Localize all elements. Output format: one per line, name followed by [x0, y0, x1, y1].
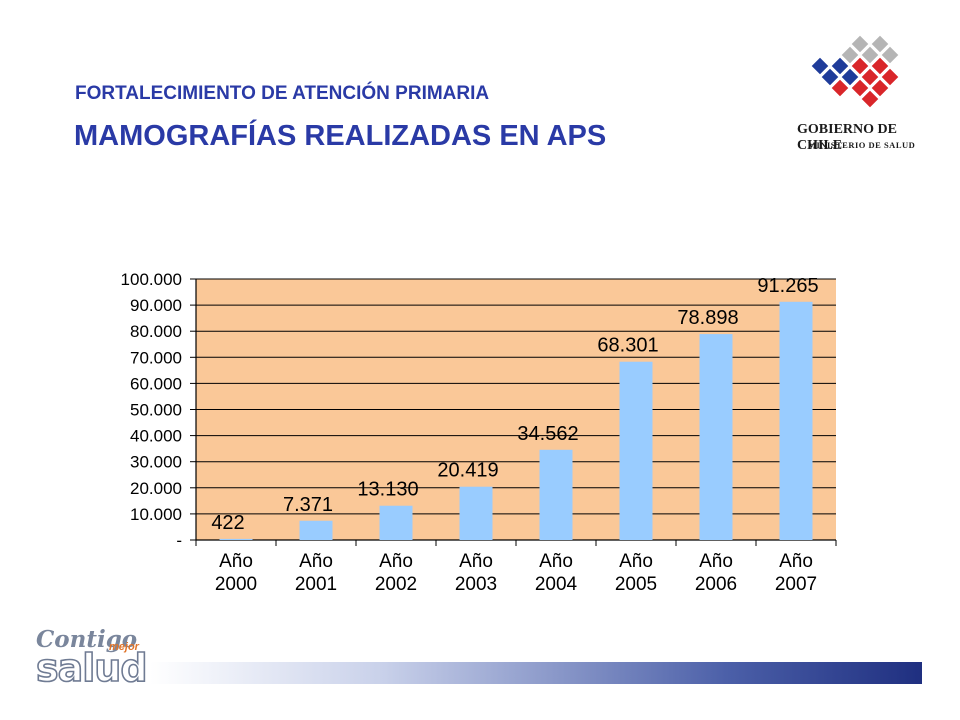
- y-tick-label: 60.000: [130, 374, 182, 393]
- x-tick-label: 2002: [375, 574, 417, 595]
- x-tick-label: Año: [619, 551, 653, 572]
- y-tick-label: 40.000: [130, 427, 182, 446]
- y-tick-label: 100.000: [121, 270, 182, 289]
- data-label: 34.562: [517, 423, 578, 445]
- slide-subtitle: FORTALECIMIENTO DE ATENCIÓN PRIMARIA: [75, 83, 490, 104]
- x-tick-label: 2000: [215, 574, 257, 595]
- y-tick-label: 50.000: [130, 401, 182, 420]
- x-tick-label: Año: [219, 551, 253, 572]
- data-label: 422: [211, 512, 244, 534]
- x-tick-label: 2005: [615, 574, 657, 595]
- bar-2003: [459, 486, 493, 540]
- bar-2000: [219, 538, 253, 540]
- data-label: 7.371: [283, 494, 333, 516]
- bar-2006: [699, 334, 733, 540]
- x-tick-label: 2003: [455, 574, 497, 595]
- gov-logo-line1: GOBIERNO DE CHILE: [797, 122, 897, 153]
- bar-2001: [299, 520, 333, 540]
- data-label: 91.265: [757, 275, 818, 297]
- footer-logo-word-salud: salud: [35, 645, 148, 691]
- x-tick-label: 2004: [535, 574, 578, 595]
- data-label: 78.898: [677, 307, 738, 329]
- bar-2007: [779, 301, 813, 540]
- x-tick-label: Año: [539, 551, 573, 572]
- data-label: 20.419: [437, 460, 498, 482]
- x-tick-label: Año: [699, 551, 733, 572]
- y-tick-label: 20.000: [130, 479, 182, 498]
- x-tick-label: Año: [379, 551, 413, 572]
- data-label: 68.301: [597, 335, 658, 357]
- x-tick-label: Año: [779, 551, 813, 572]
- y-tick-label: 90.000: [130, 296, 182, 315]
- gov-logo-line2: MINISTERIO DE SALUD: [808, 140, 916, 150]
- bar-2004: [539, 449, 573, 540]
- footer-gradient-bar: [150, 662, 922, 684]
- x-tick-label: 2001: [295, 574, 337, 595]
- government-logo-icon: [810, 34, 900, 109]
- y-tick-label: 10.000: [130, 505, 182, 524]
- footer-logo-word-contigo: Contigo: [36, 626, 138, 653]
- slide-title: MAMOGRAFÍAS REALIZADAS EN APS: [74, 120, 607, 152]
- bar-2002: [379, 505, 413, 540]
- data-label: 13.130: [357, 479, 418, 501]
- y-tick-label: 30.000: [130, 453, 182, 472]
- y-tick-label: -: [176, 531, 182, 550]
- x-tick-label: 2006: [695, 574, 737, 595]
- x-tick-label: Año: [299, 551, 333, 572]
- bar-2005: [619, 361, 653, 540]
- y-tick-label: 80.000: [130, 322, 182, 341]
- footer-logo-word-mejor: mejor: [109, 641, 139, 653]
- x-tick-label: Año: [459, 551, 493, 572]
- x-tick-label: 2007: [775, 574, 817, 595]
- y-tick-label: 70.000: [130, 348, 182, 367]
